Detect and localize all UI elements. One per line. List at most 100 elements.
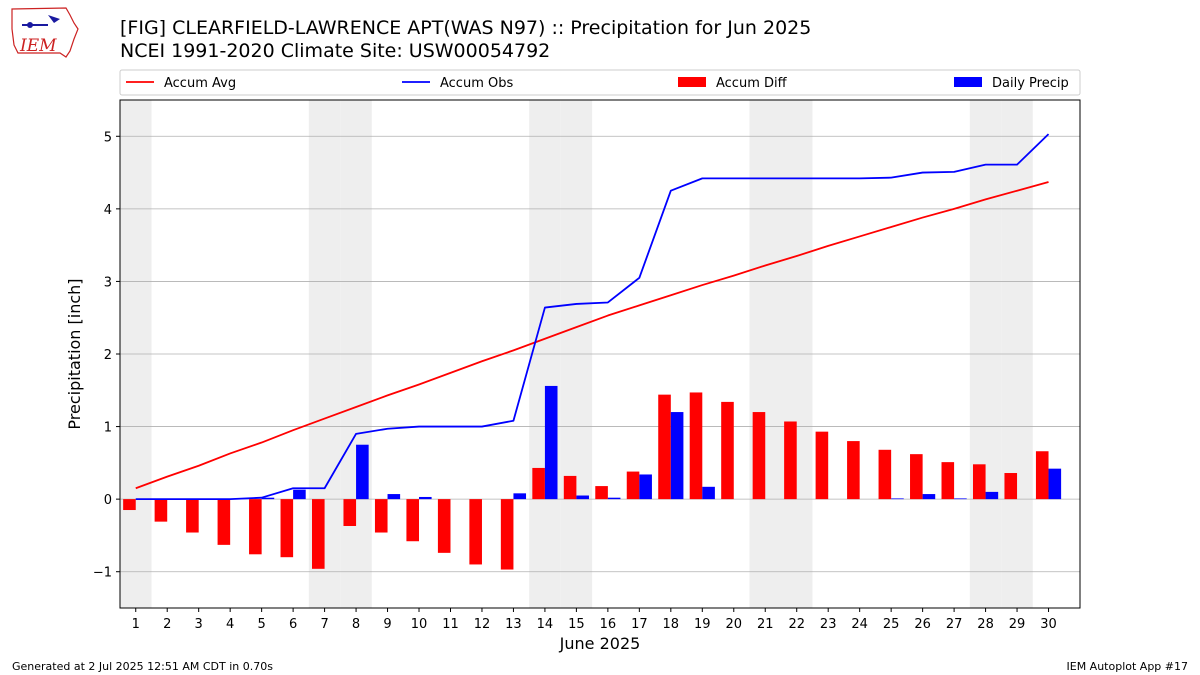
daily-precip-bar-day-17 bbox=[639, 474, 652, 500]
chart-subtitle: NCEI 1991-2020 Climate Site: USW00054792 bbox=[120, 40, 551, 62]
footer-generated: Generated at 2 Jul 2025 12:51 AM CDT in … bbox=[12, 660, 273, 673]
daily-precip-bar-day-25 bbox=[891, 498, 904, 500]
x-tick-label: 12 bbox=[474, 617, 491, 632]
x-tick-label: 4 bbox=[226, 617, 234, 632]
x-tick-label: 2 bbox=[163, 617, 171, 632]
accum-diff-bar-day-3 bbox=[186, 499, 199, 533]
weekend-shade-day-1 bbox=[120, 100, 152, 608]
x-tick-label: 15 bbox=[568, 617, 585, 632]
legend-item-accum-diff: Accum Diff bbox=[678, 76, 788, 91]
weekend-shade-day-28 bbox=[969, 100, 1002, 608]
x-tick-label: 10 bbox=[411, 617, 428, 632]
accum-diff-bar-day-9 bbox=[374, 499, 388, 533]
accum-diff-bar-day-16 bbox=[595, 486, 608, 500]
accum-diff-bar-day-17 bbox=[626, 471, 640, 500]
accum-avg-line bbox=[135, 181, 1049, 490]
x-tick-label: 9 bbox=[383, 617, 391, 632]
accum-diff-bar-day-6 bbox=[280, 499, 294, 558]
accum-diff-bar-day-10 bbox=[406, 499, 420, 542]
weekend-shade-day-29 bbox=[1001, 100, 1033, 608]
accum-diff-bar-day-20 bbox=[721, 401, 734, 500]
daily-precip-bar-day-27 bbox=[954, 498, 967, 500]
x-tick-label: 29 bbox=[1009, 617, 1026, 632]
accum-diff-bar-day-14 bbox=[532, 467, 545, 500]
daily-precip-bar-day-5 bbox=[261, 497, 275, 500]
accum-diff-bar-day-1 bbox=[123, 499, 136, 511]
y-axis-label: Precipitation [inch] bbox=[65, 278, 84, 429]
x-tick-label: 7 bbox=[320, 617, 328, 632]
accum-diff-bar-day-30 bbox=[1035, 451, 1049, 500]
y-tick-label: 4 bbox=[104, 203, 112, 218]
daily-precip-bar-day-30 bbox=[1048, 468, 1062, 500]
accum-diff-bar-day-22 bbox=[784, 421, 797, 500]
legend-frame bbox=[119, 69, 1081, 96]
x-tick-label: 25 bbox=[883, 617, 900, 632]
daily-precip-bar-day-6 bbox=[293, 489, 306, 500]
accum-diff-bar-day-5 bbox=[249, 499, 262, 555]
accum-diff-bar-day-2 bbox=[154, 499, 168, 522]
weekend-shade-day-22 bbox=[780, 100, 813, 608]
legend-label-accum-avg: Accum Avg bbox=[164, 76, 236, 91]
daily-precip-bar-day-19 bbox=[702, 486, 715, 500]
accum-diff-bar-day-27 bbox=[941, 462, 955, 500]
bars bbox=[123, 385, 1062, 570]
x-tick-label: 16 bbox=[600, 617, 617, 632]
accum-diff-bar-day-12 bbox=[469, 499, 482, 565]
daily-precip-bar-day-26 bbox=[922, 494, 936, 500]
y-tick-label: 1 bbox=[104, 421, 112, 436]
lines bbox=[135, 133, 1050, 501]
x-tick-label: 27 bbox=[946, 617, 963, 632]
x-tick-label: 23 bbox=[820, 617, 837, 632]
daily-precip-bar-day-15 bbox=[576, 495, 589, 500]
accum-diff-bar-day-18 bbox=[658, 394, 671, 500]
x-tick-label: 30 bbox=[1040, 617, 1057, 632]
daily-precip-bar-day-13 bbox=[513, 493, 527, 500]
daily-precip-bar-day-18 bbox=[670, 412, 684, 500]
accum-diff-bar-day-26 bbox=[910, 454, 923, 500]
x-axis-label: June 2025 bbox=[559, 634, 641, 653]
weekend-shade-day-7 bbox=[308, 100, 341, 608]
x-tick-label: 22 bbox=[788, 617, 805, 632]
accum-diff-bar-day-4 bbox=[217, 499, 231, 545]
accum-diff-bar-day-29 bbox=[1004, 473, 1018, 500]
chart-title: [FIG] CLEARFIELD-LAWRENCE APT(WAS N97) :… bbox=[120, 17, 812, 39]
footer-app: IEM Autoplot App #17 bbox=[1066, 660, 1189, 673]
x-tick-label: 21 bbox=[757, 617, 774, 632]
x-tick-label: 6 bbox=[289, 617, 297, 632]
accum-diff-bar-day-11 bbox=[437, 499, 451, 553]
logo-text: IEM bbox=[19, 36, 57, 56]
legend-label-accum-obs: Accum Obs bbox=[440, 76, 513, 91]
iowa-outline-icon bbox=[11, 7, 79, 58]
accum-diff-bar-day-13 bbox=[500, 499, 514, 570]
legend-item-daily-precip: Daily Precip bbox=[954, 76, 1069, 91]
daily-precip-bar-day-10 bbox=[419, 496, 432, 500]
accum-obs-line bbox=[135, 133, 1050, 501]
daily-precip-bar-day-8 bbox=[356, 444, 369, 500]
accum-diff-bar-day-7 bbox=[312, 499, 325, 569]
daily-precip-bar-day-9 bbox=[387, 494, 401, 500]
accum-diff-bar-day-25 bbox=[878, 449, 892, 500]
x-tick-label: 11 bbox=[442, 617, 459, 632]
y-tick-label: 5 bbox=[104, 130, 112, 145]
x-tick-label: 14 bbox=[537, 617, 554, 632]
x-tick-label: 3 bbox=[195, 617, 203, 632]
weekend-shade-day-8 bbox=[340, 100, 372, 608]
plot-frame bbox=[119, 99, 1081, 609]
legend-label-daily-precip: Daily Precip bbox=[992, 76, 1069, 91]
weekend-shade-day-21 bbox=[749, 100, 781, 608]
legend-label-accum-diff: Accum Diff bbox=[716, 76, 788, 91]
y-tick-label: −1 bbox=[93, 566, 112, 581]
x-tick-label: 19 bbox=[694, 617, 711, 632]
x-tick-label: 26 bbox=[914, 617, 931, 632]
iem-logo: IEM bbox=[11, 7, 79, 58]
x-tick-label: 13 bbox=[505, 617, 522, 632]
x-tick-label: 20 bbox=[725, 617, 742, 632]
weekend-shade-day-14 bbox=[529, 100, 561, 608]
y-tick-label: 2 bbox=[104, 348, 112, 363]
x-tick-label: 28 bbox=[977, 617, 994, 632]
accum-diff-bar-day-15 bbox=[563, 475, 577, 500]
x-tick-label: 5 bbox=[257, 617, 265, 632]
accum-diff-bar-day-23 bbox=[815, 431, 829, 500]
x-tick-label: 1 bbox=[132, 617, 140, 632]
daily-precip-bar-day-16 bbox=[607, 497, 621, 500]
